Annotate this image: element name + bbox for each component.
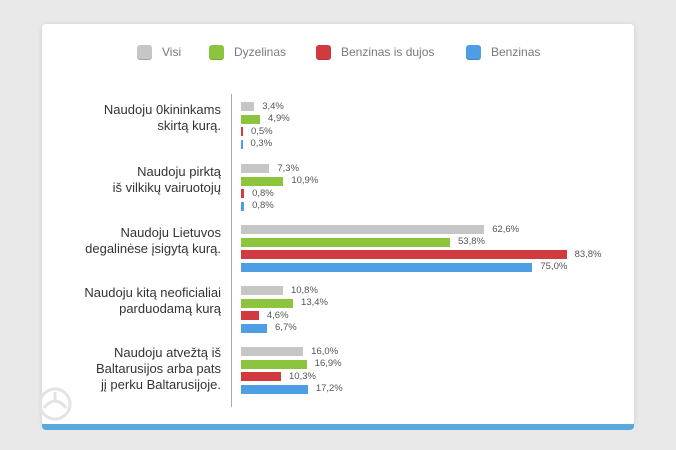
bar-benzinas-is-dujos xyxy=(241,127,243,137)
data-label-benzinas: 75,0% xyxy=(540,261,568,273)
data-label-benzinas: 0,3% xyxy=(250,138,273,150)
bar-benzinas xyxy=(241,139,243,149)
category-label-line: Baltarusijos arba pats xyxy=(95,361,221,376)
bar-visi xyxy=(241,286,283,295)
data-label-benzinas-is-dujos: 0,5% xyxy=(250,125,273,137)
bar-dyzelinas xyxy=(241,359,307,369)
card-bottom-accent xyxy=(42,424,634,430)
bar-benzinas xyxy=(241,201,245,211)
category-label-baltarusijos: Naudoju atvežtą iš Baltarusijos arba pat… xyxy=(21,345,221,393)
legend-item-dyzelinas: Dyzelinas xyxy=(209,44,286,60)
bar-benzinas xyxy=(241,323,268,333)
bar-benzinas-is-dujos xyxy=(241,311,259,321)
category-label-line: jį perku Baltarusijoje. xyxy=(101,377,221,392)
category-label-line: Naudoju 0kininkams xyxy=(103,102,221,117)
category-label-line: Naudoju atvežtą iš xyxy=(114,345,221,360)
y-axis-line xyxy=(231,94,232,407)
category-label-line: degalinėse įsigytą kurą. xyxy=(85,241,221,256)
bar-visi xyxy=(241,225,485,234)
legend-item-visi: Visi xyxy=(137,44,181,60)
category-label-ukininkams: Naudoju 0kininkams skirtą kurą. xyxy=(21,102,221,134)
data-label-benzinas-is-dujos: 0,8% xyxy=(252,187,274,199)
legend-item-benzinas: Benzinas xyxy=(466,44,540,60)
bar-benzinas xyxy=(241,262,533,272)
data-label-benzinas-is-dujos: 10,3% xyxy=(289,370,316,382)
category-label-line: Naudoju Lietuvos xyxy=(120,225,221,240)
data-label-dyzelinas: 10,9% xyxy=(291,175,319,187)
data-label-visi: 16,0% xyxy=(311,345,339,357)
bar-dyzelinas xyxy=(241,298,294,308)
data-label-visi: 62,6% xyxy=(492,223,520,235)
category-label-line: parduodamą kurą xyxy=(119,301,221,316)
category-label-line: skirtą kurą. xyxy=(157,118,221,133)
bar-visi xyxy=(241,102,255,111)
data-label-dyzelinas: 4,9% xyxy=(268,113,290,125)
bar-benzinas-is-dujos xyxy=(241,189,245,199)
bar-visi xyxy=(241,164,270,173)
bar-visi xyxy=(241,347,304,356)
category-label-line: iš vilkikų vairuotojų xyxy=(112,180,221,195)
legend-label-benzinas-is-dujos: Benzinas is dujos xyxy=(341,45,435,59)
category-label-line: Naudoju pirktą xyxy=(137,164,221,179)
data-label-benzinas-is-dujos: 83,8% xyxy=(574,248,602,260)
bar-benzinas-is-dujos xyxy=(241,250,567,260)
legend-item-benzinas-is-dujos: Benzinas is dujos xyxy=(316,44,434,60)
data-label-dyzelinas: 13,4% xyxy=(301,297,328,309)
data-label-benzinas-is-dujos: 4,6% xyxy=(266,309,289,321)
watermark-logo-icon xyxy=(38,387,72,421)
category-label-vilkiku: Naudoju pirktą iš vilkikų vairuotojų xyxy=(21,164,221,196)
legend-label-benzinas: Benzinas xyxy=(491,45,541,59)
legend-swatch-benzinas xyxy=(466,44,481,60)
data-label-visi: 10,8% xyxy=(290,284,318,296)
bar-dyzelinas xyxy=(241,114,261,124)
legend-swatch-benzinas-is-dujos xyxy=(316,44,331,60)
data-label-benzinas: 0,8% xyxy=(252,200,274,212)
category-label-lietuvos-degalinese: Naudoju Lietuvos degalinėse įsigytą kurą… xyxy=(21,225,221,257)
data-label-benzinas: 6,7% xyxy=(275,322,297,334)
category-label-line: Naudoju kitą neoficialiai xyxy=(84,285,221,300)
data-label-visi: 3,4% xyxy=(262,100,284,112)
data-label-dyzelinas: 53,8% xyxy=(458,236,485,248)
chart-card xyxy=(42,24,634,425)
bar-benzinas xyxy=(241,384,308,394)
legend-swatch-dyzelinas xyxy=(209,44,224,60)
legend-label-dyzelinas: Dyzelinas xyxy=(234,45,287,59)
data-label-visi: 7,3% xyxy=(277,162,300,174)
bar-dyzelinas xyxy=(241,237,450,247)
data-label-benzinas: 17,2% xyxy=(315,383,343,395)
category-label-neoficialiai: Naudoju kitą neoficialiai parduodamą kur… xyxy=(21,285,221,317)
bar-benzinas-is-dujos xyxy=(241,372,281,382)
legend-label-visi: Visi xyxy=(162,45,182,59)
data-label-dyzelinas: 16,9% xyxy=(314,358,342,370)
legend-swatch-visi xyxy=(137,44,152,60)
bar-dyzelinas xyxy=(241,176,284,186)
